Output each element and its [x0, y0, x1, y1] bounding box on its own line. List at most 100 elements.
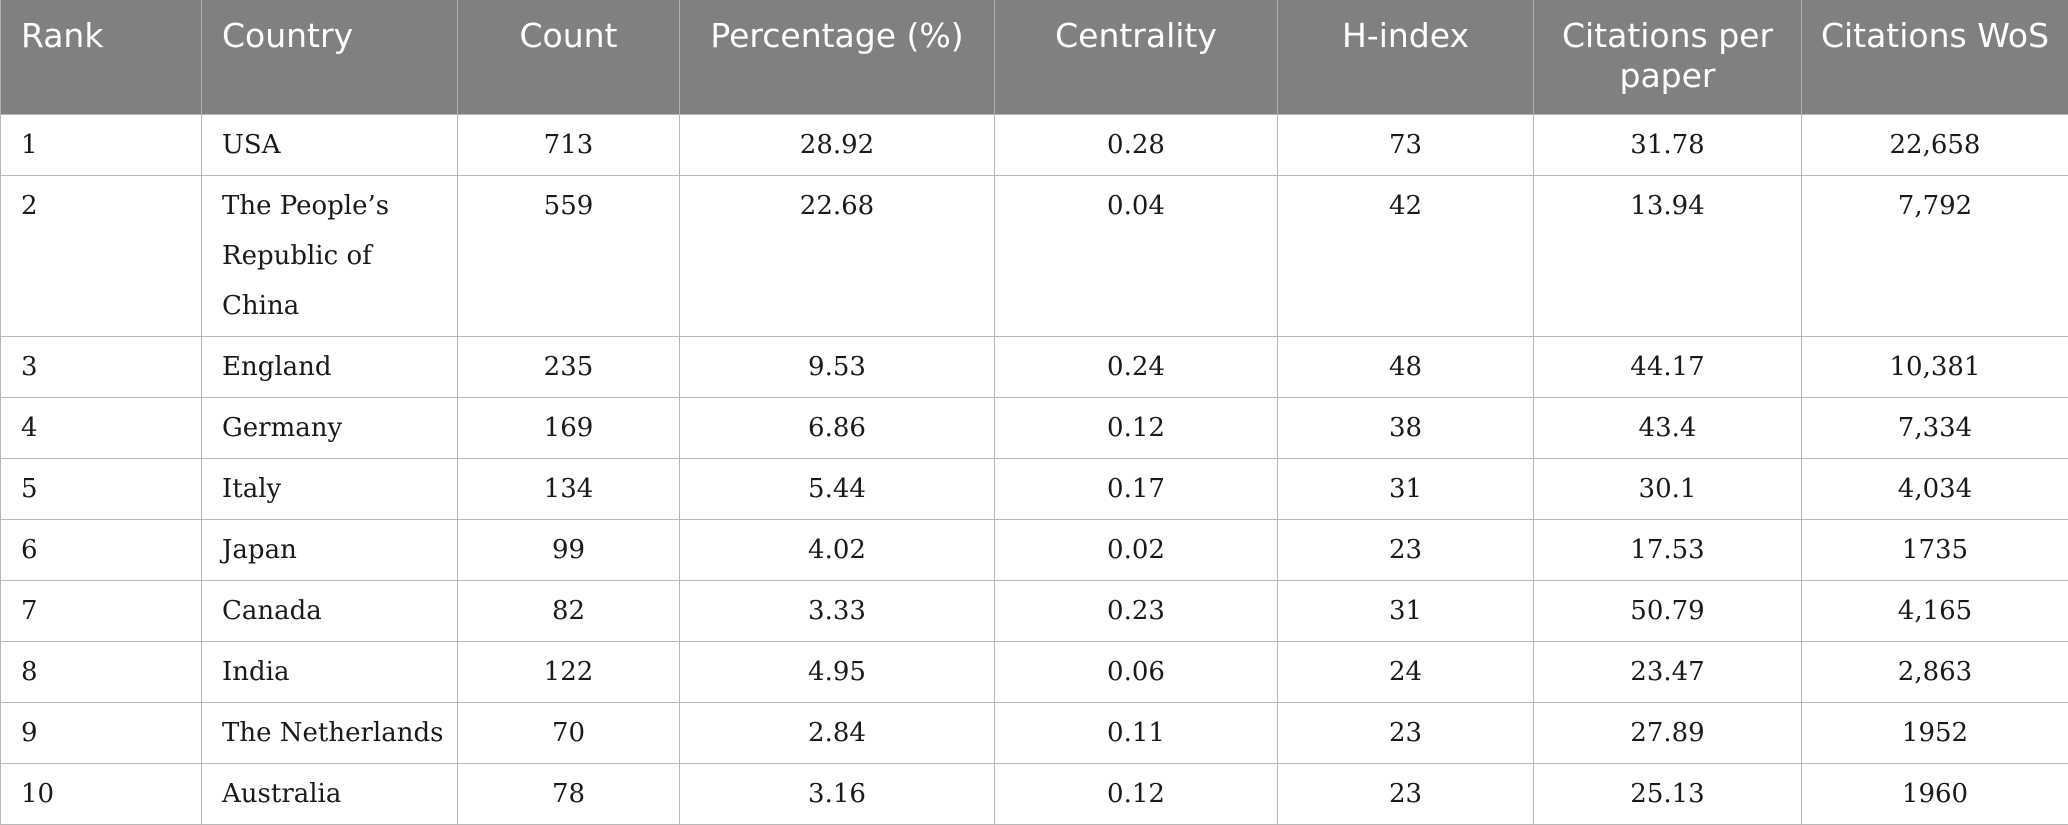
cell-h-index: 73 — [1278, 114, 1534, 175]
cell-centrality: 0.17 — [995, 458, 1278, 519]
cell-rank: 4 — [1, 397, 202, 458]
column-header-citations-per-paper: Citations per paper — [1534, 0, 1802, 114]
cell-citations-wos: 4,034 — [1802, 458, 2068, 519]
cell-centrality: 0.23 — [995, 580, 1278, 641]
cell-citations-per-paper: 30.1 — [1534, 458, 1802, 519]
header-row: Rank Country Count Percentage (%) Centra… — [1, 0, 2068, 114]
table-row: 6 Japan 99 4.02 0.02 23 17.53 1735 — [1, 519, 2068, 580]
table-row: 4 Germany 169 6.86 0.12 38 43.4 7,334 — [1, 397, 2068, 458]
cell-citations-per-paper: 27.89 — [1534, 702, 1802, 763]
cell-citations-wos: 10,381 — [1802, 336, 2068, 397]
cell-centrality: 0.02 — [995, 519, 1278, 580]
cell-h-index: 23 — [1278, 702, 1534, 763]
table-header: Rank Country Count Percentage (%) Centra… — [1, 0, 2068, 114]
column-header-centrality: Centrality — [995, 0, 1278, 114]
cell-h-index: 24 — [1278, 641, 1534, 702]
cell-h-index: 23 — [1278, 763, 1534, 824]
cell-percentage: 22.68 — [680, 175, 995, 336]
cell-percentage: 4.02 — [680, 519, 995, 580]
cell-count: 713 — [458, 114, 680, 175]
cell-count: 134 — [458, 458, 680, 519]
cell-citations-wos: 7,334 — [1802, 397, 2068, 458]
cell-citations-per-paper: 25.13 — [1534, 763, 1802, 824]
cell-percentage: 3.33 — [680, 580, 995, 641]
cell-percentage: 6.86 — [680, 397, 995, 458]
cell-count: 169 — [458, 397, 680, 458]
column-header-percentage: Percentage (%) — [680, 0, 995, 114]
table-row: 8 India 122 4.95 0.06 24 23.47 2,863 — [1, 641, 2068, 702]
cell-citations-per-paper: 17.53 — [1534, 519, 1802, 580]
cell-country: USA — [202, 114, 458, 175]
cell-country: The People’s Republic of China — [202, 175, 458, 336]
cell-percentage: 3.16 — [680, 763, 995, 824]
cell-rank: 1 — [1, 114, 202, 175]
cell-country: The Netherlands — [202, 702, 458, 763]
cell-h-index: 48 — [1278, 336, 1534, 397]
cell-count: 99 — [458, 519, 680, 580]
cell-count: 82 — [458, 580, 680, 641]
column-header-rank: Rank — [1, 0, 202, 114]
cell-rank: 8 — [1, 641, 202, 702]
cell-centrality: 0.28 — [995, 114, 1278, 175]
cell-percentage: 9.53 — [680, 336, 995, 397]
cell-centrality: 0.24 — [995, 336, 1278, 397]
cell-citations-wos: 1952 — [1802, 702, 2068, 763]
cell-percentage: 5.44 — [680, 458, 995, 519]
cell-percentage: 28.92 — [680, 114, 995, 175]
cell-citations-per-paper: 13.94 — [1534, 175, 1802, 336]
column-header-citations-wos: Citations WoS — [1802, 0, 2068, 114]
cell-rank: 3 — [1, 336, 202, 397]
cell-rank: 5 — [1, 458, 202, 519]
cell-rank: 7 — [1, 580, 202, 641]
cell-country: India — [202, 641, 458, 702]
table-row: 7 Canada 82 3.33 0.23 31 50.79 4,165 — [1, 580, 2068, 641]
column-header-count: Count — [458, 0, 680, 114]
cell-h-index: 42 — [1278, 175, 1534, 336]
cell-country: Australia — [202, 763, 458, 824]
cell-citations-per-paper: 44.17 — [1534, 336, 1802, 397]
cell-country: Canada — [202, 580, 458, 641]
cell-citations-per-paper: 31.78 — [1534, 114, 1802, 175]
table-body: 1 USA 713 28.92 0.28 73 31.78 22,658 2 T… — [1, 114, 2068, 824]
cell-citations-wos: 2,863 — [1802, 641, 2068, 702]
cell-count: 70 — [458, 702, 680, 763]
column-header-h-index: H-index — [1278, 0, 1534, 114]
cell-country: England — [202, 336, 458, 397]
cell-rank: 6 — [1, 519, 202, 580]
cell-centrality: 0.12 — [995, 763, 1278, 824]
table-row: 1 USA 713 28.92 0.28 73 31.78 22,658 — [1, 114, 2068, 175]
cell-citations-per-paper: 50.79 — [1534, 580, 1802, 641]
cell-citations-per-paper: 23.47 — [1534, 641, 1802, 702]
cell-count: 559 — [458, 175, 680, 336]
cell-centrality: 0.06 — [995, 641, 1278, 702]
column-header-country: Country — [202, 0, 458, 114]
cell-count: 78 — [458, 763, 680, 824]
cell-h-index: 23 — [1278, 519, 1534, 580]
cell-h-index: 31 — [1278, 458, 1534, 519]
cell-count: 122 — [458, 641, 680, 702]
cell-count: 235 — [458, 336, 680, 397]
table-row: 5 Italy 134 5.44 0.17 31 30.1 4,034 — [1, 458, 2068, 519]
cell-centrality: 0.12 — [995, 397, 1278, 458]
cell-percentage: 2.84 — [680, 702, 995, 763]
table-row: 2 The People’s Republic of China 559 22.… — [1, 175, 2068, 336]
table-row: 3 England 235 9.53 0.24 48 44.17 10,381 — [1, 336, 2068, 397]
cell-citations-wos: 4,165 — [1802, 580, 2068, 641]
cell-rank: 9 — [1, 702, 202, 763]
cell-country: Italy — [202, 458, 458, 519]
cell-percentage: 4.95 — [680, 641, 995, 702]
cell-centrality: 0.04 — [995, 175, 1278, 336]
cell-rank: 10 — [1, 763, 202, 824]
cell-citations-wos: 7,792 — [1802, 175, 2068, 336]
cell-citations-wos: 1960 — [1802, 763, 2068, 824]
table-row: 9 The Netherlands 70 2.84 0.11 23 27.89 … — [1, 702, 2068, 763]
cell-h-index: 38 — [1278, 397, 1534, 458]
cell-country: Japan — [202, 519, 458, 580]
cell-centrality: 0.11 — [995, 702, 1278, 763]
table-row: 10 Australia 78 3.16 0.12 23 25.13 1960 — [1, 763, 2068, 824]
cell-h-index: 31 — [1278, 580, 1534, 641]
cell-rank: 2 — [1, 175, 202, 336]
cell-country: Germany — [202, 397, 458, 458]
cell-citations-wos: 1735 — [1802, 519, 2068, 580]
